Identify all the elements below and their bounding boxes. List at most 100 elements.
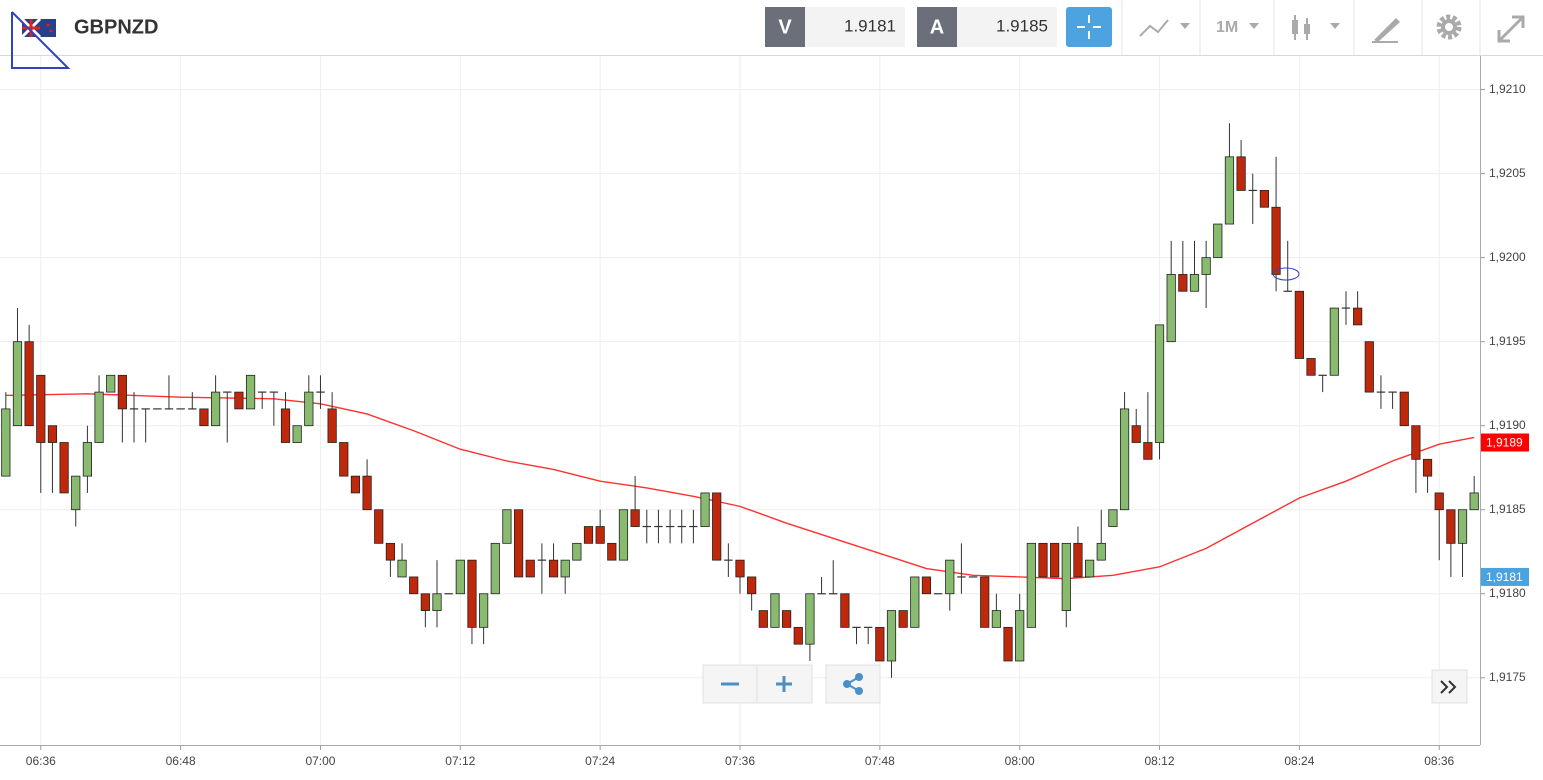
price-tag-label: 1,9181: [1486, 570, 1523, 584]
candle-body: [758, 610, 768, 628]
x-tick-label: 08:00: [1005, 754, 1035, 768]
flag-icon: [20, 17, 56, 39]
candle-body: [1236, 156, 1246, 191]
y-tick-label: 1,9175: [1489, 670, 1526, 684]
x-tick-label: 07:12: [445, 754, 475, 768]
price-tag: [1481, 567, 1529, 586]
candle-body: [630, 509, 640, 527]
candle-body: [560, 559, 570, 578]
candle-body: [747, 576, 757, 595]
ask-box[interactable]: A 1.9185: [917, 7, 1057, 47]
candle-body: [1422, 458, 1433, 477]
candle-body: [1061, 542, 1071, 611]
candle-body: [1411, 425, 1421, 460]
candle-body: [1038, 542, 1048, 578]
candle-body: [793, 626, 803, 645]
candle-body: [397, 559, 407, 578]
candle-body: [1271, 206, 1281, 275]
bid-label: V: [778, 16, 792, 38]
x-tick-label: 08:36: [1424, 754, 1454, 768]
candle-body: [280, 408, 291, 443]
y-tick-label: 1,9190: [1489, 418, 1526, 432]
candle-body: [59, 442, 69, 494]
candle-body: [945, 559, 955, 595]
candle-body: [1015, 610, 1025, 662]
candle-body: [1353, 307, 1363, 326]
x-tick-label: 08:24: [1284, 754, 1314, 768]
chart-type-button[interactable]: [1139, 19, 1190, 37]
candle-body: [304, 391, 314, 427]
fullscreen-button[interactable]: [1497, 15, 1525, 43]
candle-body: [1364, 341, 1374, 393]
candle-body: [1399, 391, 1409, 427]
candle-body: [712, 492, 722, 561]
drawing-triangle: [11, 11, 71, 69]
candle-body: [1306, 358, 1316, 376]
candle-body: [199, 408, 209, 427]
candle-body: [432, 593, 442, 611]
x-tick-label: 07:36: [725, 754, 755, 768]
candle-body: [700, 492, 710, 527]
candle-body: [350, 475, 361, 494]
candle-body: [117, 374, 127, 410]
candle-body: [210, 391, 221, 427]
zoom-controls: [702, 664, 881, 704]
x-tick-label: 07:48: [865, 754, 895, 768]
candle-body: [1178, 274, 1188, 292]
candle-body: [1329, 307, 1339, 376]
candle-body: [106, 374, 116, 393]
toolbar: GBPNZD V 1.9181 A 1.9185 1M: [0, 0, 1543, 69]
candle-body: [618, 509, 629, 561]
timeframe-button[interactable]: 1M: [1216, 19, 1259, 36]
candle-body: [1003, 626, 1013, 662]
candle-body: [47, 425, 58, 443]
candle-body: [234, 391, 244, 410]
ask-price: 1.9185: [996, 16, 1048, 35]
share-button[interactable]: [825, 664, 881, 704]
candle-body: [770, 593, 780, 628]
candle-body: [1026, 542, 1036, 628]
candle-body: [502, 509, 512, 544]
candle-body: [245, 374, 256, 410]
candle-body: [1, 408, 11, 477]
settings-button[interactable]: [1436, 14, 1462, 40]
candle-body: [1294, 290, 1304, 359]
zoom-in-button[interactable]: [756, 664, 813, 704]
candle-body: [782, 610, 792, 628]
candle-body: [583, 526, 594, 544]
candle-body: [1085, 559, 1095, 578]
y-tick-label: 1,9200: [1489, 250, 1526, 264]
crosshair-button[interactable]: [1066, 7, 1112, 47]
candle-body: [1154, 324, 1165, 443]
draw-tool-button[interactable]: [1372, 18, 1400, 43]
candle-body: [455, 559, 465, 595]
bid-box[interactable]: V 1.9181: [765, 7, 905, 47]
candle-body: [980, 576, 990, 628]
candle-body: [1131, 425, 1141, 443]
x-tick-label: 06:36: [26, 754, 56, 768]
candle-body: [805, 593, 815, 645]
candle-body: [1446, 509, 1456, 544]
candle-body: [36, 374, 46, 443]
bid-price: 1.9181: [844, 16, 896, 35]
candle-body: [385, 542, 395, 561]
candle-body: [12, 341, 23, 427]
candle-body: [513, 509, 524, 578]
candle-body: [1213, 223, 1223, 259]
zoom-out-button[interactable]: [702, 664, 758, 704]
candle-body: [1224, 156, 1235, 225]
candle-body: [1096, 542, 1106, 561]
symbol: GBPNZD: [74, 16, 158, 38]
candle-body: [525, 559, 535, 578]
candle-body: [607, 542, 617, 561]
y-tick-label: 1,9205: [1489, 166, 1526, 180]
candle-body: [1189, 274, 1200, 292]
candle-body: [735, 559, 745, 578]
candle-body: [595, 526, 605, 544]
scroll-right-button[interactable]: [1431, 669, 1468, 704]
moving-average-line: [5, 393, 1475, 580]
candle-body: [875, 626, 885, 662]
candle-type-button[interactable]: [1292, 15, 1340, 40]
candle-body: [24, 341, 34, 427]
